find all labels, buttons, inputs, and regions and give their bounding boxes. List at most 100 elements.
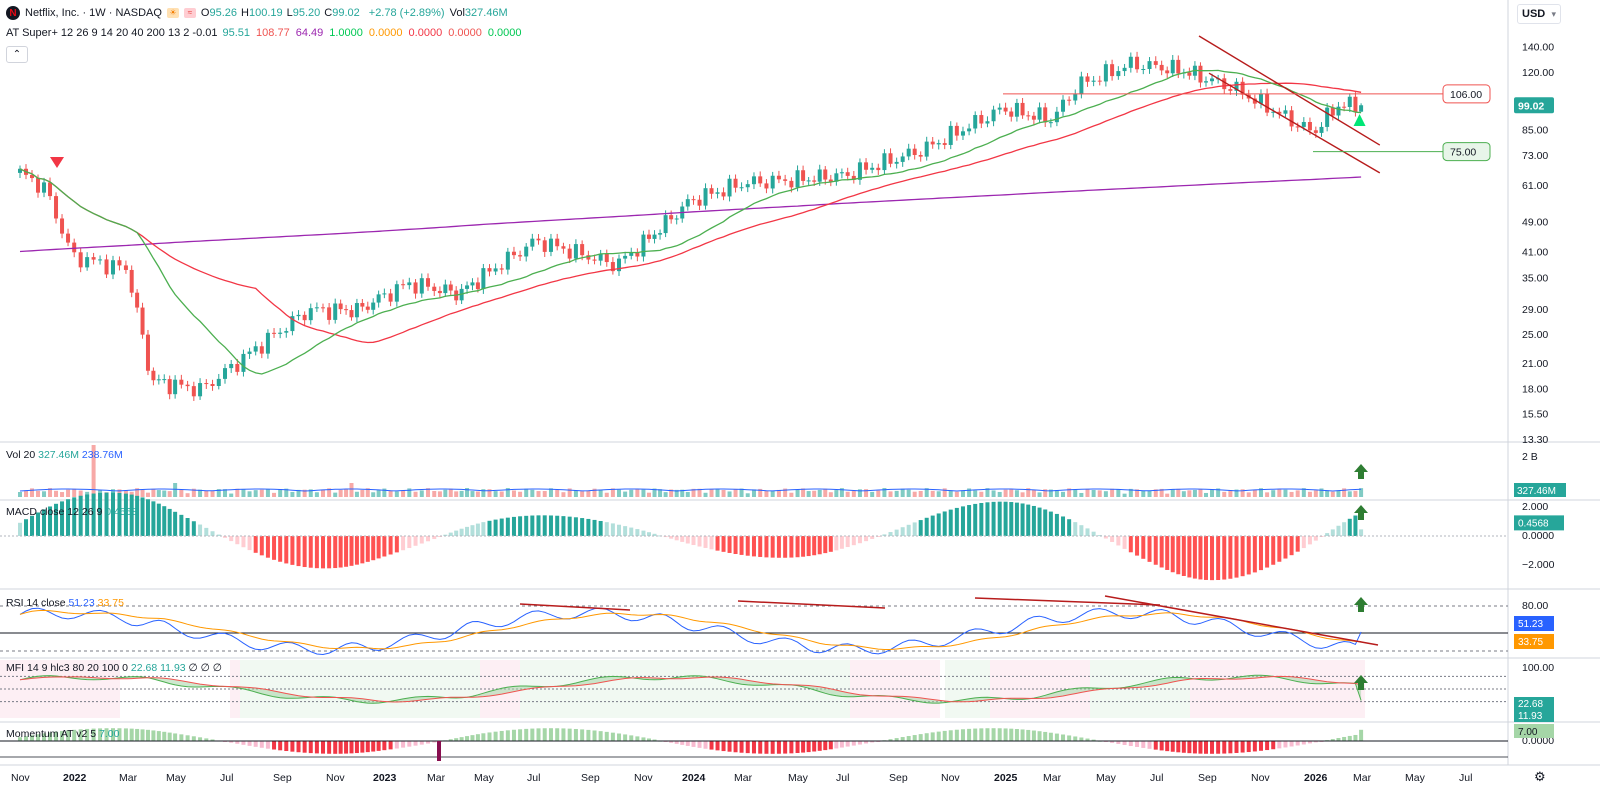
mfi-value: ∅ (189, 662, 201, 674)
arrow-up-icon (1354, 505, 1368, 520)
volume-bar (72, 488, 77, 497)
momentum-bar (382, 741, 387, 751)
mfi-pane[interactable] (0, 660, 1508, 718)
candle-body (663, 215, 668, 234)
momentum-bar (900, 737, 905, 741)
arrow-up-icon (1354, 464, 1368, 479)
macd-histogram-bar (1325, 533, 1330, 536)
momentum-bar (1122, 741, 1127, 745)
candle-body (259, 346, 264, 354)
momentum-pane[interactable] (0, 728, 1508, 761)
volume-bar (948, 490, 953, 497)
candle-body (179, 379, 184, 385)
macd-histogram-bar (851, 536, 856, 546)
earnings-icon[interactable]: ☀ (166, 8, 179, 18)
symbol-title[interactable]: Netflix, Inc. · 1W · NASDAQ (25, 7, 162, 19)
candle-body (1103, 64, 1108, 82)
volume-bar (1165, 493, 1170, 497)
volume-bar (536, 491, 541, 497)
rsi-trendline (737, 600, 886, 609)
macd-histogram-bar (795, 536, 800, 558)
macd-histogram-bar (333, 536, 338, 569)
momentum-bar (78, 729, 83, 741)
momentum-bar (145, 729, 150, 741)
candle-body (338, 303, 343, 310)
volume-pane[interactable] (18, 445, 1364, 497)
volume-bar (812, 490, 817, 497)
momentum-bar (308, 741, 313, 754)
momentum-bar (680, 741, 685, 745)
macd-pane[interactable] (0, 492, 1508, 581)
macd-histogram-bar (354, 536, 359, 565)
candle-body (817, 169, 822, 182)
rsi-pane[interactable] (0, 595, 1508, 656)
momentum-bar (629, 735, 634, 741)
price-pane[interactable] (18, 35, 1443, 401)
volume-bar (703, 492, 708, 497)
dividends-icon[interactable]: ≈ (183, 8, 196, 18)
macd-histogram-bar (135, 495, 140, 536)
volume-bar (1031, 489, 1036, 497)
currency-selector[interactable]: USD ▾ (1517, 4, 1561, 24)
momentum-bar (745, 741, 750, 754)
macd-histogram-bar (66, 499, 71, 536)
collapse-legend-button[interactable]: ⌃ (6, 46, 28, 63)
candle-body (1313, 130, 1318, 133)
macd-histogram-bar (91, 493, 96, 536)
price-axis-tick-label: 61.00 (1522, 180, 1548, 192)
volume-axis-label: 2 B (1522, 451, 1538, 463)
time-axis-tick-label: 2023 (373, 772, 397, 784)
volume-ma-line (19, 488, 1362, 492)
macd-histogram-bar (685, 536, 690, 544)
gear-icon[interactable]: ⚙ (1534, 769, 1546, 784)
macd-histogram-bar (783, 536, 788, 558)
volume-bar (1116, 489, 1121, 497)
volume-bar (511, 490, 516, 497)
macd-histogram-bar (635, 529, 640, 536)
rsi-last-tag (1514, 616, 1554, 631)
momentum-bar (1116, 741, 1121, 744)
momentum-bar (685, 741, 690, 746)
volume-bar (1330, 491, 1335, 497)
momentum-bar (54, 731, 59, 741)
macd-histogram-bar (1271, 536, 1276, 565)
macd-histogram-bar (674, 536, 679, 541)
macd-histogram-bar (669, 536, 674, 539)
momentum-bar (1313, 741, 1318, 743)
momentum-bar (697, 741, 702, 748)
volume-bar (443, 489, 448, 497)
volume-bar (24, 490, 29, 497)
candle-body (979, 115, 984, 124)
volume-bar (60, 492, 65, 497)
volume-bar (900, 488, 905, 497)
indicator-value: 0.0000 (448, 27, 482, 39)
indicator-name[interactable]: AT Super+ 12 26 9 14 20 40 200 13 2 -0.0… (6, 27, 218, 39)
candle-body (1347, 96, 1352, 108)
momentum-bar (733, 741, 738, 753)
time-axis-tick-label: Mar (119, 772, 138, 784)
volume-bar (727, 491, 732, 497)
momentum-bar (930, 732, 935, 741)
macd-histogram-bar (443, 534, 448, 536)
volume-bar (432, 490, 437, 497)
volume-bar (1271, 490, 1276, 497)
macd-histogram-bar (1159, 536, 1164, 568)
momentum-bar (669, 741, 674, 743)
macd-histogram-bar (823, 536, 828, 554)
momentum-bar (991, 728, 996, 741)
macd-histogram-bar (290, 536, 295, 565)
volume-bar (739, 488, 744, 497)
candle-body (745, 184, 750, 188)
candle-body (1271, 111, 1276, 113)
candle-body (1153, 61, 1158, 65)
candle-body (198, 383, 203, 397)
volume-bar (30, 488, 35, 497)
macd-histogram-bar (1181, 536, 1186, 576)
candle-body (1187, 72, 1192, 76)
mfi-last-label: 22.68 (1518, 699, 1543, 710)
volume-bar (721, 489, 726, 497)
momentum-bar (834, 741, 839, 749)
momentum-bar (646, 738, 651, 741)
